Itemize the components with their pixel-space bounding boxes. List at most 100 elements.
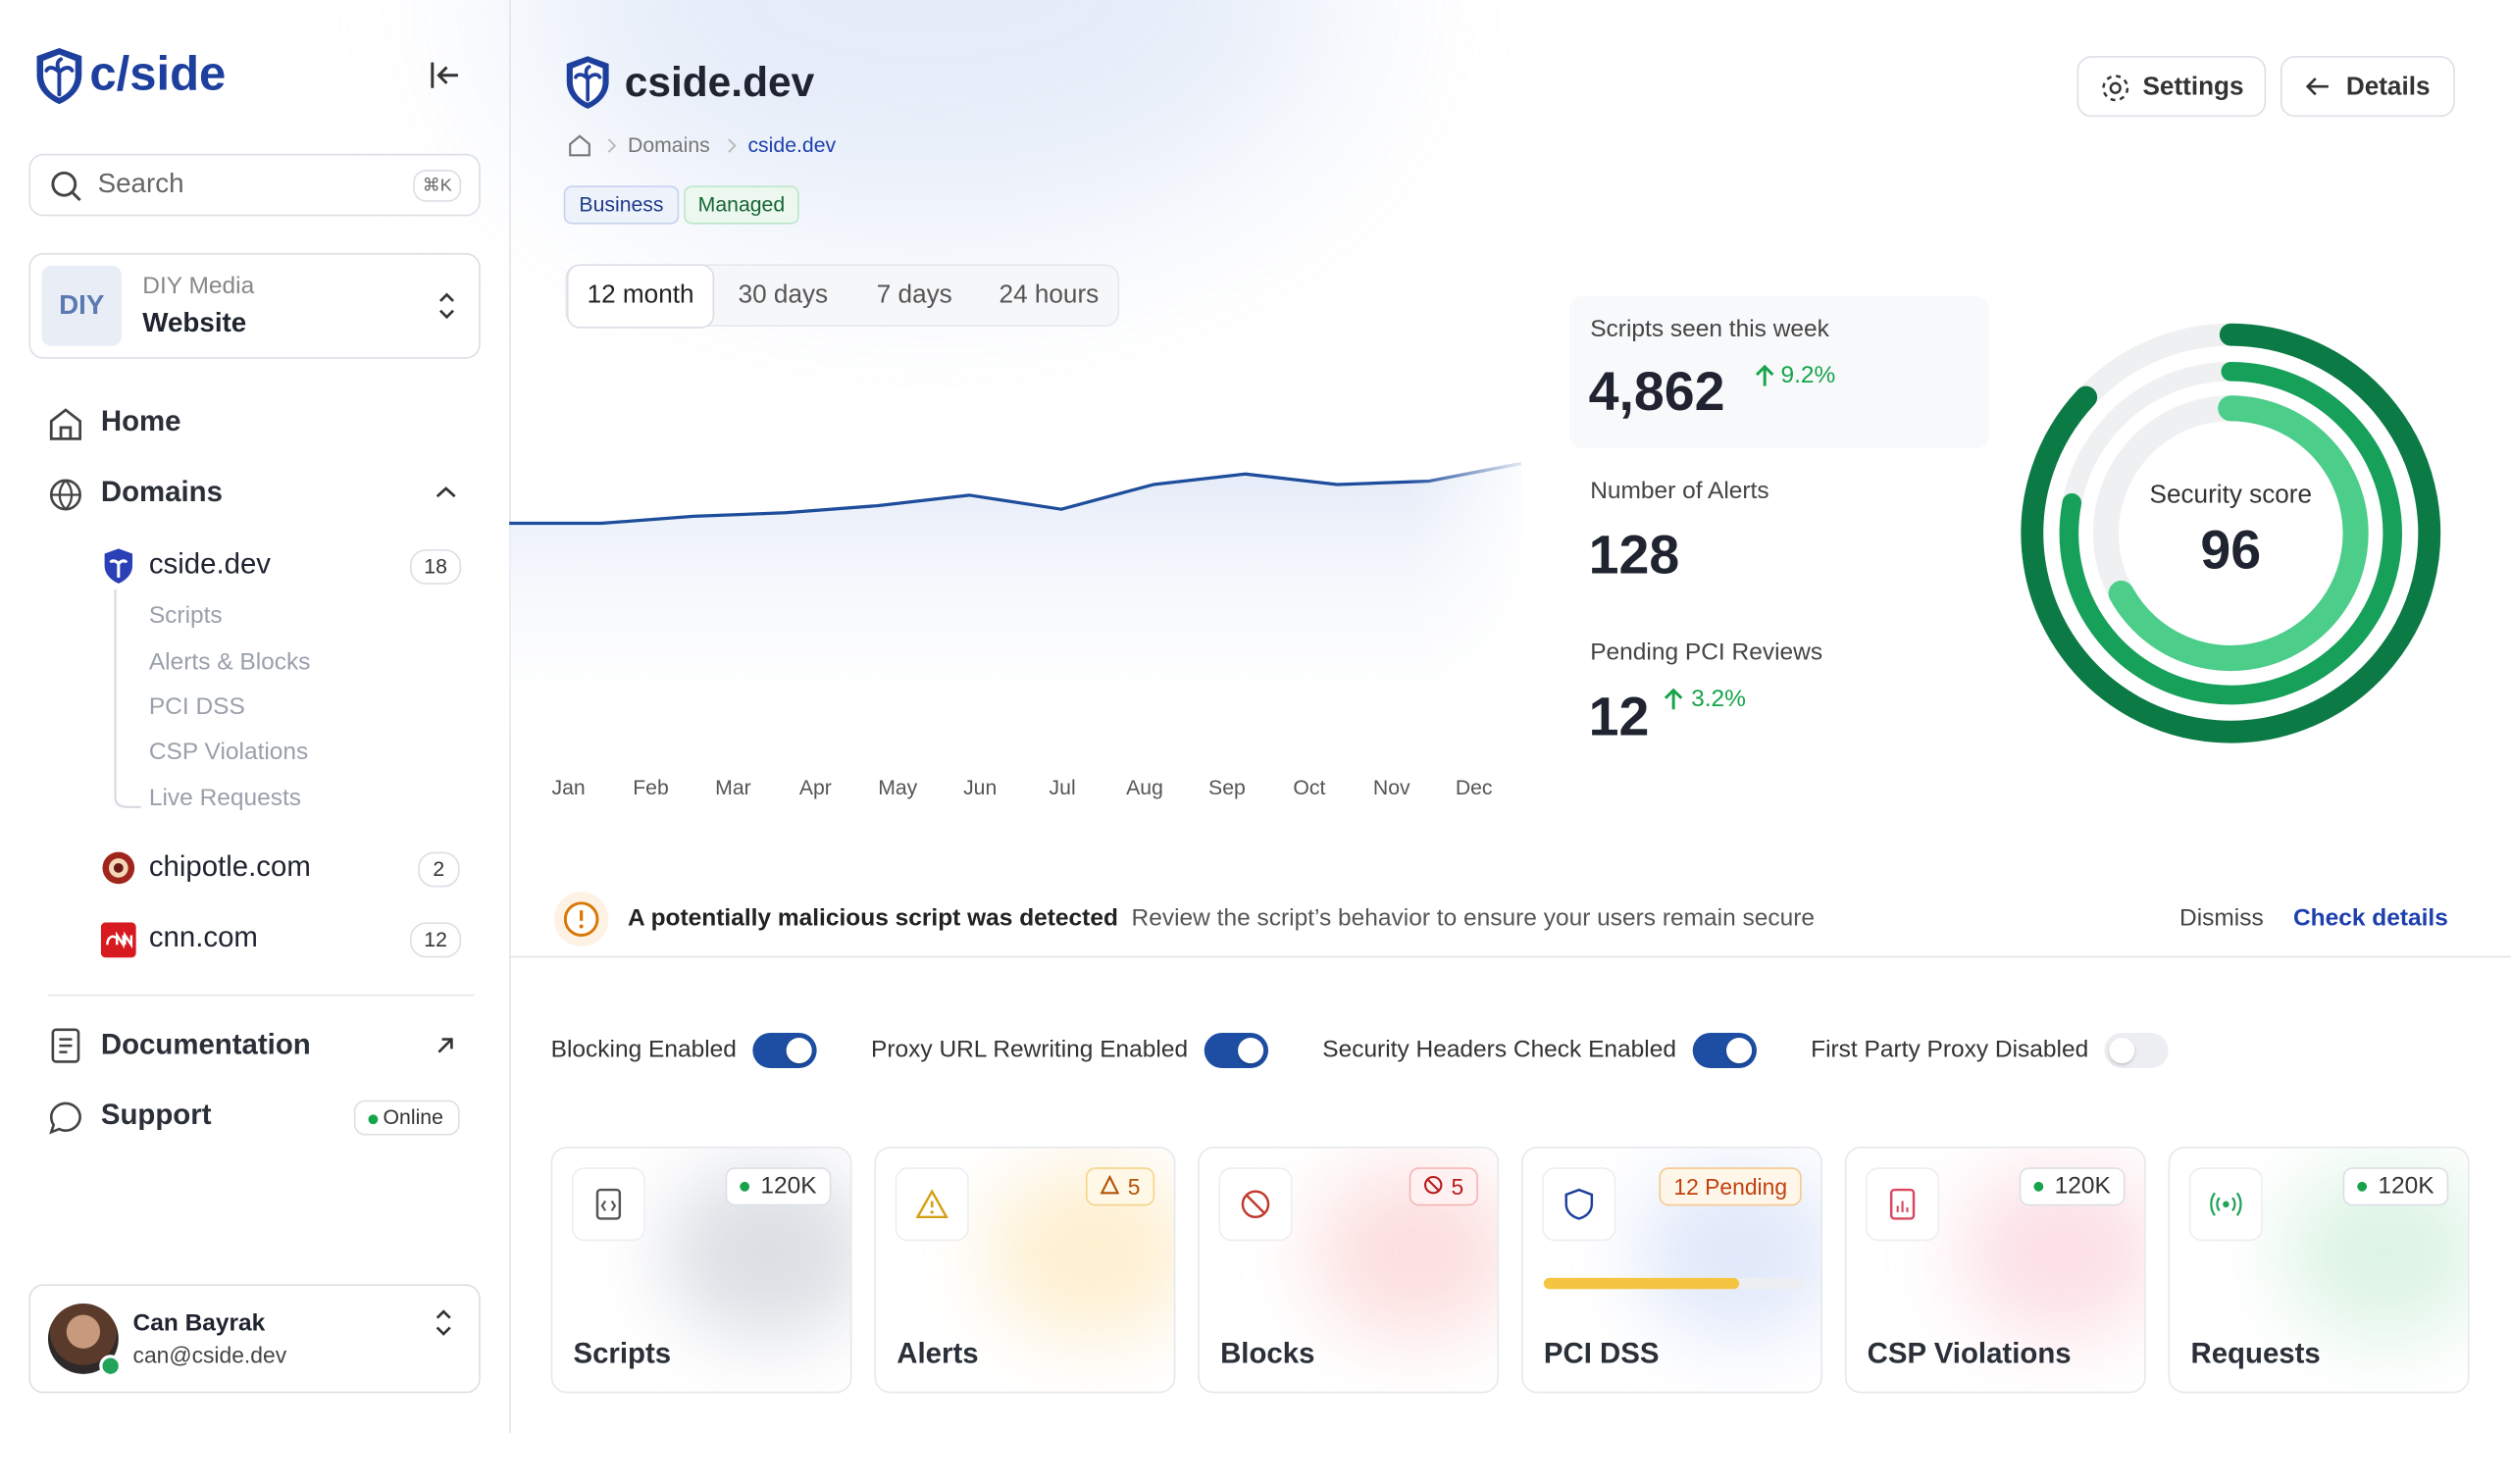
breadcrumb-sep (607, 138, 617, 153)
status-pill: Online (353, 1100, 460, 1136)
home-icon (49, 408, 82, 440)
progress-track (1543, 1277, 1804, 1290)
breadcrumb-home[interactable] (567, 133, 592, 159)
search-shortcut: ⌘K (413, 170, 462, 202)
range-tab-active[interactable]: 12 month (566, 263, 715, 328)
toggle-switch[interactable] (1692, 1033, 1757, 1068)
page-title: cside.dev (624, 57, 815, 106)
ring-arc (2059, 361, 2402, 705)
domain-icon (104, 548, 133, 584)
stat-label: Pending PCI Reviews (1590, 639, 1823, 667)
search-icon (51, 171, 81, 202)
up-arrow (1755, 364, 1774, 386)
user-email: can@cside.dev (132, 1342, 287, 1368)
chipotle-icon (102, 851, 135, 885)
stat-card[interactable]: 120K CSP Violations (1844, 1146, 2146, 1394)
workspace-switcher[interactable]: DIY DIY Media Website (28, 252, 481, 359)
tag-managed: Managed (684, 185, 799, 225)
toggle[interactable]: First Party Proxy Disabled (1811, 1033, 2169, 1068)
toggle-switch[interactable] (2104, 1033, 2169, 1068)
workspace-badge: DIY (41, 266, 123, 346)
toggle[interactable]: Blocking Enabled (551, 1033, 817, 1068)
card-title: CSP Violations (1867, 1337, 2072, 1369)
badge-text: 5 (1127, 1173, 1141, 1200)
x-tick-label: Feb (633, 777, 669, 799)
card-icon (2188, 1167, 2263, 1242)
x-tick-label: Aug (1126, 777, 1163, 799)
search-box[interactable]: Search ⌘K (28, 153, 481, 217)
nav-domains[interactable]: Domains (100, 475, 223, 508)
x-tick-label: Jun (963, 777, 997, 799)
range-tab[interactable]: 30 days (738, 281, 829, 310)
nav-child[interactable]: PCI DSS (148, 692, 245, 721)
external-arrow (437, 1038, 453, 1053)
settings-button[interactable]: Settings (2076, 56, 2267, 118)
breadcrumb-current: cside.dev (747, 132, 837, 157)
nav-support[interactable]: Support (100, 1099, 212, 1131)
toggle[interactable]: Security Headers Check Enabled (1322, 1033, 1757, 1068)
range-tab[interactable]: 24 hours (999, 281, 1100, 310)
badge-text: 5 (1451, 1173, 1464, 1200)
toggle-switch[interactable] (1204, 1033, 1268, 1068)
badge-dot (740, 1181, 750, 1192)
toggle-label: Security Headers Check Enabled (1322, 1036, 1676, 1064)
collapse-button[interactable] (430, 61, 462, 89)
x-tick-label: Jul (1050, 777, 1076, 799)
card-badge: 12 Pending (1659, 1167, 1802, 1206)
score-label: Security score (2149, 482, 2313, 510)
nav-child[interactable]: CSP Violations (148, 738, 309, 766)
x-tick-label: Apr (799, 777, 832, 799)
nav-home[interactable]: Home (100, 405, 181, 437)
toggle-switch[interactable] (752, 1033, 817, 1068)
stat-card[interactable]: 120K Scripts (550, 1146, 852, 1394)
nav-child[interactable]: Live Requests (148, 784, 302, 812)
stat-card[interactable]: 5 Alerts (874, 1146, 1176, 1394)
stat-value: 4,862 (1588, 361, 1725, 424)
dismiss-button[interactable]: Dismiss (2179, 904, 2264, 933)
alert-text: Review the script’s behavior to ensure y… (1131, 904, 1816, 933)
card-title: Blocks (1220, 1337, 1315, 1369)
alert-message: A potentially malicious script was detec… (628, 904, 1815, 933)
stat-card[interactable]: 12 Pending PCI DSS (1521, 1146, 1822, 1394)
alert-title: A potentially malicious script was detec… (628, 904, 1118, 933)
doc-icon (51, 1028, 80, 1063)
stat-value: 12 (1588, 687, 1650, 748)
domain-name[interactable]: chipotle.com (148, 849, 311, 883)
stat-change: 3.2% (1691, 685, 1746, 713)
chevron-updown (439, 292, 454, 320)
nav-child[interactable]: Alerts & Blocks (148, 648, 311, 676)
alert-icon (553, 892, 609, 947)
domain-name[interactable]: cnn.com (148, 920, 258, 953)
details-button[interactable]: Details (2280, 56, 2455, 118)
domain-count: 12 (409, 922, 462, 958)
x-tick-label: May (878, 777, 917, 799)
nav-documentation[interactable]: Documentation (100, 1028, 311, 1060)
stat-card[interactable]: 120K Requests (2168, 1146, 2470, 1394)
toggle[interactable]: Proxy URL Rewriting Enabled (871, 1033, 1268, 1068)
domain-name[interactable]: cside.dev (148, 547, 271, 581)
user-card[interactable]: Can Bayrak can@cside.dev (28, 1284, 481, 1394)
logo-text: c/side (89, 47, 227, 101)
button-label: Settings (2142, 74, 2244, 101)
user-name: Can Bayrak (132, 1309, 266, 1338)
badge-text: 120K (2054, 1172, 2111, 1200)
breadcrumb-item[interactable]: Domains (628, 132, 710, 157)
toggle-label: Blocking Enabled (550, 1036, 737, 1064)
ring-arc (2108, 395, 2369, 672)
status-text: Online (383, 1104, 443, 1130)
stat-label: Scripts seen this week (1590, 315, 1829, 343)
x-tick-label: Jan (551, 777, 585, 799)
badge-text: 120K (2378, 1172, 2434, 1200)
badge-icon (1424, 1175, 1443, 1195)
x-tick-label: Nov (1373, 777, 1410, 799)
stat-card[interactable]: 5 Blocks (1198, 1146, 1500, 1394)
card-badge: 120K (725, 1167, 832, 1206)
toggle-row: Blocking Enabled Proxy URL Rewriting Enab… (551, 1033, 2224, 1068)
nav-child[interactable]: Scripts (148, 601, 223, 630)
range-tab[interactable]: 7 days (876, 281, 952, 310)
score-rings (2021, 323, 2441, 743)
workspace-org: DIY Media (142, 272, 255, 300)
toggle-label: Proxy URL Rewriting Enabled (871, 1036, 1189, 1064)
check-details-button[interactable]: Check details (2292, 904, 2448, 933)
